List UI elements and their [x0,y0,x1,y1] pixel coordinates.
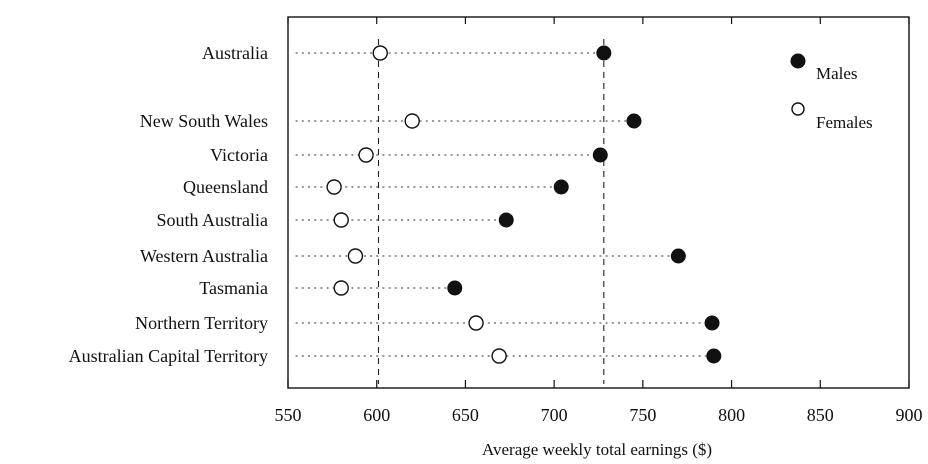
legend-male-label: Males [816,64,858,83]
x-tick-label: 550 [275,405,302,425]
category-label: South Australia [157,210,269,230]
x-tick-label: 700 [541,405,568,425]
male-point [596,45,612,61]
category-labels: Australia New South Wales Victoria Queensla… [69,43,268,366]
category-label: Northern Territory [135,313,268,333]
male-point [592,147,608,163]
plot-frame [287,16,910,389]
male-point [706,348,722,364]
male-point [553,179,569,195]
x-tick-label: 900 [896,405,923,425]
data-points [326,45,722,364]
female-point [358,147,374,163]
male-point [670,248,686,264]
male-point [498,212,514,228]
male-point [626,113,642,129]
x-axis-title: Average weekly total earnings ($) [482,440,712,459]
legend: Males Females [790,53,873,132]
female-point [326,179,342,195]
x-tick-label: 750 [629,405,656,425]
female-point [372,45,388,61]
category-label: Western Australia [140,246,268,266]
dotted-guide-lines [295,52,715,357]
legend-female-marker [791,102,805,116]
female-point [333,212,349,228]
female-point [468,315,484,331]
female-point [404,113,420,129]
category-label: New South Wales [140,111,268,131]
category-label: Tasmania [199,278,268,298]
category-label: Victoria [210,145,268,165]
female-point [491,348,507,364]
x-tick-label: 800 [718,405,745,425]
female-point [347,248,364,264]
reference-lines [377,39,605,384]
legend-female-label: Females [816,113,873,132]
x-tick-label: 600 [363,405,390,425]
plot-border [287,16,910,389]
x-tick-label: 850 [807,405,834,425]
x-axis: 550 600 650 700 750 800 850 900 [275,17,923,425]
category-label: Australia [202,43,268,63]
male-point [447,280,463,296]
male-point [704,315,720,331]
category-label: Queensland [183,177,268,197]
legend-male-marker [790,53,806,69]
female-point [333,280,349,296]
category-label: Australian Capital Territory [69,346,268,366]
x-tick-label: 650 [452,405,479,425]
